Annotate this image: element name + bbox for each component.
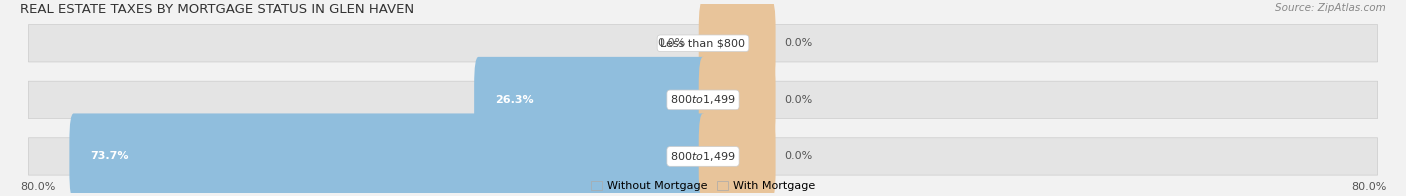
Text: 80.0%: 80.0% [1351,181,1386,191]
FancyBboxPatch shape [69,113,707,196]
Legend: Without Mortgage, With Mortgage: Without Mortgage, With Mortgage [591,181,815,191]
Text: $800 to $1,499: $800 to $1,499 [671,93,735,106]
Text: 0.0%: 0.0% [785,152,813,162]
FancyBboxPatch shape [28,81,1378,119]
FancyBboxPatch shape [699,0,776,86]
Text: 73.7%: 73.7% [91,152,129,162]
Text: 80.0%: 80.0% [20,181,55,191]
Text: $800 to $1,499: $800 to $1,499 [671,150,735,163]
Text: Less than $800: Less than $800 [661,38,745,48]
Text: 26.3%: 26.3% [495,95,534,105]
FancyBboxPatch shape [28,25,1378,62]
FancyBboxPatch shape [699,57,776,143]
FancyBboxPatch shape [474,57,707,143]
FancyBboxPatch shape [28,138,1378,175]
Text: REAL ESTATE TAXES BY MORTGAGE STATUS IN GLEN HAVEN: REAL ESTATE TAXES BY MORTGAGE STATUS IN … [20,3,413,15]
Text: Source: ZipAtlas.com: Source: ZipAtlas.com [1275,3,1386,13]
Text: 0.0%: 0.0% [785,38,813,48]
Text: 0.0%: 0.0% [785,95,813,105]
Text: 0.0%: 0.0% [658,38,686,48]
FancyBboxPatch shape [699,113,776,196]
